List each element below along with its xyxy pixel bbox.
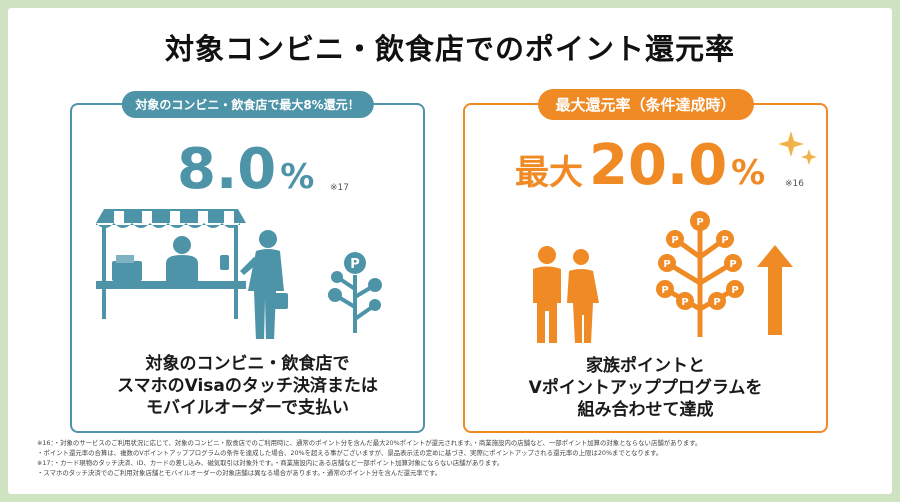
growing-point-tree-icon: PP PP PP PP P bbox=[656, 211, 744, 337]
right-rate-note: ※16 bbox=[785, 179, 804, 189]
right-rate-prefix: 最大 bbox=[515, 153, 583, 193]
svg-text:P: P bbox=[696, 217, 703, 228]
footnote-line-1: ※16：・対象のサービスのご利用状況に応じて、対象のコンビニ・飲食店でのご利用時… bbox=[37, 439, 702, 447]
footnote-line-2: ・ポイント還元率の合算は、複数のVポイントアッププログラムの条件を達成した場合、… bbox=[37, 449, 663, 457]
page-title: 対象コンビニ・飲食店でのポイント還元率 bbox=[164, 32, 735, 66]
coin-letter: P bbox=[350, 257, 360, 272]
sparkle-icon bbox=[778, 131, 817, 165]
right-caption: 家族ポイントと Vポイントアッププログラムを 組み合わせて達成 bbox=[465, 355, 826, 421]
point-tree-icon: P bbox=[328, 252, 382, 333]
right-rate-value: 20.0 bbox=[589, 133, 728, 198]
right-rate-unit: % bbox=[731, 153, 766, 193]
left-caption-line-3: モバイルオーダーで支払い bbox=[146, 398, 349, 418]
svg-text:P: P bbox=[681, 297, 688, 308]
family-icon bbox=[533, 246, 599, 343]
svg-text:P: P bbox=[713, 297, 720, 308]
left-rate: 8.0% bbox=[177, 137, 314, 202]
right-caption-line-2: Vポイントアッププログラムを bbox=[528, 378, 763, 398]
right-caption-line-1: 家族ポイントと bbox=[586, 356, 705, 376]
footnotes: ※16：・対象のサービスのご利用状況に応じて、対象のコンビニ・飲食店でのご利用時… bbox=[37, 438, 867, 478]
svg-text:P: P bbox=[729, 259, 736, 270]
svg-text:P: P bbox=[731, 285, 738, 296]
card-background bbox=[8, 8, 892, 494]
left-caption-line-1: 対象のコンビニ・飲食店で bbox=[145, 354, 350, 374]
footnote-line-3: ※17：・カード現物のタッチ決済、iD、カードの差し込み、磁気取引は対象外です。… bbox=[37, 459, 504, 467]
right-rate: 最大 20.0% bbox=[515, 133, 765, 198]
left-panel: 対象のコンビニ・飲食店で最大8%還元！ 8.0% ※17 bbox=[70, 91, 425, 433]
left-rate-unit: % bbox=[280, 157, 315, 197]
svg-text:P: P bbox=[671, 235, 678, 246]
left-panel-header: 対象のコンビニ・飲食店で最大8%還元！ bbox=[121, 91, 374, 118]
left-rate-note: ※17 bbox=[330, 183, 349, 193]
svg-text:P: P bbox=[721, 235, 728, 246]
left-caption: 対象のコンビニ・飲食店で スマホのVisaのタッチ決済または モバイルオーダーで… bbox=[72, 353, 423, 419]
right-panel-header: 最大還元率（条件達成時） bbox=[537, 89, 754, 120]
store-counter-icon bbox=[96, 209, 288, 339]
svg-text:P: P bbox=[661, 285, 668, 296]
up-arrow-icon bbox=[757, 245, 793, 335]
footnote-line-4: ・スマホのタッチ決済でのご利用対象店舗とモバイルオーダーの対象店舗は異なる場合が… bbox=[37, 469, 442, 477]
left-rate-value: 8.0 bbox=[177, 137, 277, 202]
svg-text:P: P bbox=[663, 259, 670, 270]
right-caption-line-3: 組み合わせて達成 bbox=[577, 400, 714, 420]
left-caption-line-2: スマホのVisaのタッチ決済または bbox=[117, 376, 378, 396]
